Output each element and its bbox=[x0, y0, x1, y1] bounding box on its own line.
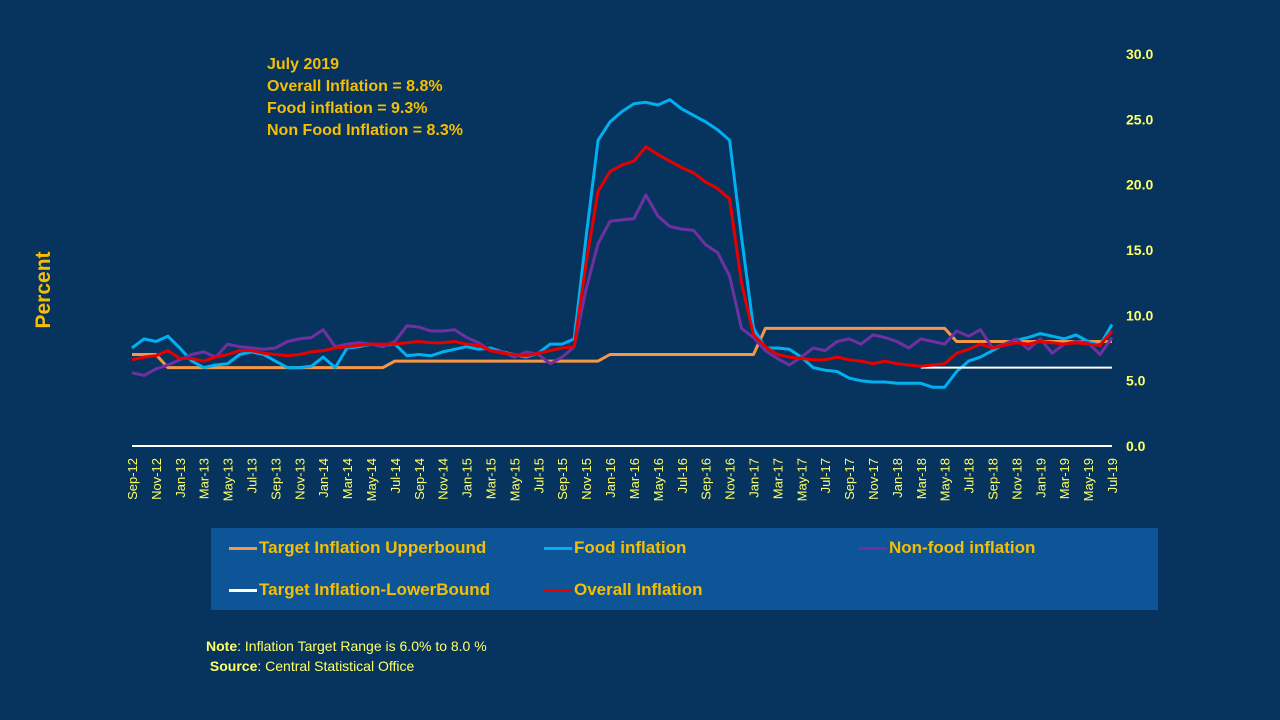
x-tick-label: Mar-13 bbox=[197, 458, 212, 499]
y-tick-label: 10.0 bbox=[1126, 307, 1153, 323]
note-text: : Inflation Target Range is 6.0% to 8.0 … bbox=[237, 638, 487, 654]
legend-label: Target Inflation Upperbound bbox=[259, 538, 487, 557]
y-tick-label: 5.0 bbox=[1126, 373, 1146, 389]
x-tick-label: Sep-17 bbox=[842, 458, 857, 500]
footnote: Note: Inflation Target Range is 6.0% to … bbox=[206, 636, 487, 676]
y-tick-label: 30.0 bbox=[1126, 46, 1153, 62]
x-tick-label: May-17 bbox=[794, 458, 809, 501]
x-tick-label: Jul-18 bbox=[962, 458, 977, 493]
series-line-overall-inflation bbox=[131, 145, 1114, 368]
legend-swatch bbox=[859, 546, 887, 550]
x-tick-label: Sep-14 bbox=[412, 458, 427, 500]
x-tick-label: Nov-18 bbox=[1009, 458, 1024, 500]
x-tick-label: Mar-16 bbox=[627, 458, 642, 499]
y-tick-label: 0.0 bbox=[1126, 438, 1146, 454]
x-tick-label: May-19 bbox=[1081, 458, 1096, 501]
legend-item: Target Inflation Upperbound bbox=[229, 538, 486, 558]
x-tick-label: Mar-18 bbox=[914, 458, 929, 499]
legend-swatch bbox=[229, 546, 257, 550]
legend-swatch bbox=[544, 588, 572, 592]
x-tick-label: Jan-15 bbox=[460, 458, 475, 498]
summary-food: Food inflation = 9.3% bbox=[267, 100, 428, 117]
x-tick-label: Jan-14 bbox=[316, 458, 331, 498]
legend-swatch bbox=[544, 546, 572, 550]
x-tick-label: Jul-16 bbox=[675, 458, 690, 493]
x-tick-label: May-15 bbox=[507, 458, 522, 501]
x-tick-label: Sep-18 bbox=[985, 458, 1000, 500]
summary-nonfood: Non Food Inflation = 8.3% bbox=[267, 122, 463, 139]
legend-swatch bbox=[229, 588, 257, 592]
legend-label: Non-food inflation bbox=[889, 538, 1036, 557]
x-tick-label: Nov-13 bbox=[292, 458, 307, 500]
x-tick-label: Mar-17 bbox=[770, 458, 785, 499]
y-tick-label: 25.0 bbox=[1126, 111, 1153, 127]
x-tick-label: Sep-15 bbox=[555, 458, 570, 500]
legend-item: Target Inflation-LowerBound bbox=[229, 580, 490, 600]
x-tick-label: Jan-13 bbox=[173, 458, 188, 498]
x-tick-label: Jul-19 bbox=[1105, 458, 1120, 493]
x-tick-label: Jan-16 bbox=[603, 458, 618, 498]
legend-item: Non-food inflation bbox=[859, 538, 1035, 558]
x-tick-label: Nov-12 bbox=[149, 458, 164, 500]
legend-item: Overall Inflation bbox=[544, 580, 702, 600]
series-line-food-inflation bbox=[131, 98, 1114, 389]
x-tick-label: Jul-17 bbox=[818, 458, 833, 493]
chart-legend: Target Inflation Upperbound Food inflatio… bbox=[211, 528, 1158, 610]
x-tick-label: May-14 bbox=[364, 458, 379, 501]
x-tick-label: Jul-14 bbox=[388, 458, 403, 493]
x-tick-label: May-18 bbox=[938, 458, 953, 501]
y-axis-title: Percent bbox=[32, 251, 55, 329]
series-line-non-food-inflation bbox=[131, 193, 1114, 377]
source-label: Source bbox=[209, 658, 258, 674]
x-tick-label: Mar-15 bbox=[484, 458, 499, 499]
x-tick-label: Mar-19 bbox=[1057, 458, 1072, 499]
legend-label: Overall Inflation bbox=[574, 580, 703, 599]
x-tick-label: Jul-15 bbox=[531, 458, 546, 493]
legend-item: Food inflation bbox=[544, 538, 686, 558]
summary-box: July 2019 Overall Inflation = 8.8% Food … bbox=[267, 54, 463, 142]
x-tick-label: May-16 bbox=[651, 458, 666, 501]
note-label: Note bbox=[206, 638, 238, 654]
x-tick-label: Nov-17 bbox=[866, 458, 881, 500]
y-tick-label: 15.0 bbox=[1126, 242, 1153, 258]
y-tick-label: 20.0 bbox=[1126, 177, 1153, 193]
x-tick-label: Jan-17 bbox=[746, 458, 761, 498]
x-tick-label: Jul-13 bbox=[245, 458, 260, 493]
x-tick-label: May-13 bbox=[221, 458, 236, 501]
summary-overall: Overall Inflation = 8.8% bbox=[267, 78, 443, 95]
x-tick-label: Sep-16 bbox=[699, 458, 714, 500]
legend-label: Target Inflation-LowerBound bbox=[259, 580, 491, 599]
source-text: : Central Statistical Office bbox=[257, 658, 415, 674]
x-tick-label: Mar-14 bbox=[340, 458, 355, 499]
x-tick-label: Nov-15 bbox=[579, 458, 594, 500]
x-tick-label: Jan-18 bbox=[890, 458, 905, 498]
x-tick-label: Sep-12 bbox=[125, 458, 140, 500]
x-tick-label: Nov-14 bbox=[436, 458, 451, 500]
legend-label: Food inflation bbox=[574, 538, 687, 557]
x-tick-label: Jan-19 bbox=[1033, 458, 1048, 498]
summary-heading: July 2019 bbox=[267, 56, 340, 73]
x-tick-label: Nov-16 bbox=[723, 458, 738, 500]
x-tick-label: Sep-13 bbox=[268, 458, 283, 500]
